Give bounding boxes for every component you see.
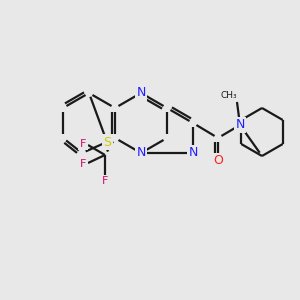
Text: N: N xyxy=(235,118,245,131)
Text: N: N xyxy=(136,146,146,160)
Text: F: F xyxy=(80,139,86,149)
Text: N: N xyxy=(136,86,146,100)
Text: F: F xyxy=(80,159,86,169)
Text: F: F xyxy=(102,176,108,186)
Text: S: S xyxy=(103,136,111,148)
Text: O: O xyxy=(213,154,223,167)
Text: N: N xyxy=(188,146,198,160)
Text: CH₃: CH₃ xyxy=(221,92,237,100)
